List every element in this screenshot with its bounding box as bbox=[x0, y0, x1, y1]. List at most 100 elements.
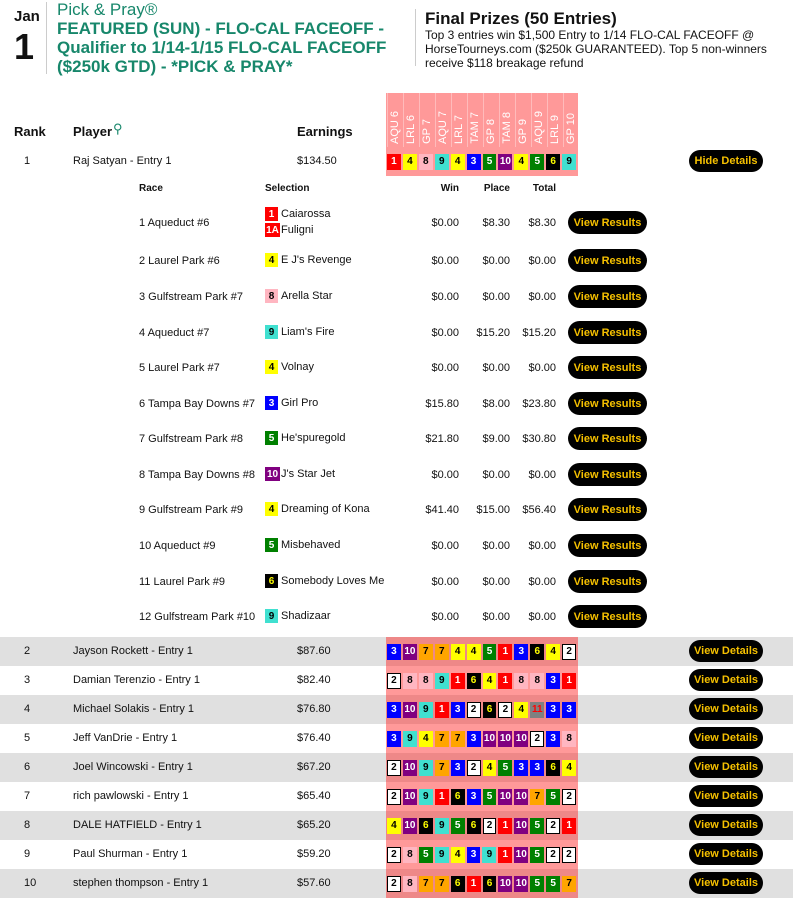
view-results-button[interactable]: View Results bbox=[568, 285, 647, 308]
saddle-cloth-2: 2 bbox=[387, 788, 401, 805]
saddle-cloth-5: 5 bbox=[482, 788, 497, 805]
date-month: Jan bbox=[14, 8, 40, 25]
view-details-button[interactable]: View Details bbox=[689, 785, 763, 807]
rank: 6 bbox=[24, 761, 31, 773]
place-amount: $15.00 bbox=[476, 504, 510, 516]
saddle-cloth-10: 10 bbox=[514, 875, 529, 892]
saddle-cloth-8: 8 bbox=[402, 672, 417, 689]
saddle-cloth-10: 10 bbox=[514, 817, 529, 834]
divider bbox=[415, 9, 416, 66]
hide-details-button[interactable]: Hide Details bbox=[689, 150, 763, 172]
view-results-button[interactable]: View Results bbox=[568, 605, 647, 628]
saddle-cloth-7: 7 bbox=[450, 730, 465, 747]
view-details-button[interactable]: View Details bbox=[689, 814, 763, 836]
player-name[interactable]: DALE HATFIELD - Entry 1 bbox=[73, 819, 202, 831]
saddle-cloth-8: 8 bbox=[402, 846, 417, 863]
picks-strip: 3 10 7 7 4 4 5 1 3 6 4 2 bbox=[386, 637, 578, 666]
saddle-cloth-6: 6 bbox=[450, 788, 465, 805]
win-header: Win bbox=[440, 183, 459, 194]
saddle-cloth-3: 3 bbox=[450, 759, 465, 776]
saddle-cloth-2: 2 bbox=[387, 846, 401, 863]
view-results-button[interactable]: View Results bbox=[568, 498, 647, 521]
contest-title: FEATURED (SUN) - FLO-CAL FACEOFF - Quali… bbox=[57, 19, 387, 76]
total-amount: $0.00 bbox=[528, 469, 556, 481]
player-name[interactable]: stephen thompson - Entry 1 bbox=[73, 877, 209, 889]
view-details-button[interactable]: View Details bbox=[689, 872, 763, 894]
saddle-cloth-4: 4 bbox=[450, 643, 465, 660]
saddle-cloth-7: 7 bbox=[434, 875, 449, 892]
saddle-cloth-1: 1 bbox=[562, 672, 577, 689]
saddle-cloth-10: 10 bbox=[514, 788, 529, 805]
view-results-button[interactable]: View Results bbox=[568, 321, 647, 344]
saddle-cloth-2: 2 bbox=[387, 672, 401, 689]
view-results-button[interactable]: View Results bbox=[568, 392, 647, 415]
saddle-cloth-9: 9 bbox=[418, 701, 433, 718]
earnings: $76.40 bbox=[297, 732, 331, 744]
player-name[interactable]: Jayson Rockett - Entry 1 bbox=[73, 645, 193, 657]
view-details-button[interactable]: View Details bbox=[689, 843, 763, 865]
view-details-button[interactable]: View Details bbox=[689, 698, 763, 720]
view-details-button[interactable]: View Details bbox=[689, 727, 763, 749]
saddle-cloth-2: 2 bbox=[466, 759, 481, 776]
rank: 2 bbox=[24, 645, 31, 657]
view-results-button[interactable]: View Results bbox=[568, 356, 647, 379]
saddle-cloth-5: 5 bbox=[265, 538, 278, 552]
detail-row: 10 Aqueduct #9 5 Misbehaved $0.00 $0.00 $0.00… bbox=[0, 531, 793, 565]
view-results-button[interactable]: View Results bbox=[568, 570, 647, 593]
view-details-button[interactable]: View Details bbox=[689, 669, 763, 691]
win-amount: $0.00 bbox=[431, 611, 459, 623]
earnings: $87.60 bbox=[297, 645, 331, 657]
saddle-cloth-7: 7 bbox=[434, 730, 449, 747]
horse-name: He'spuregold bbox=[281, 432, 346, 444]
rank: 5 bbox=[24, 732, 31, 744]
player-name[interactable]: Michael Solakis - Entry 1 bbox=[73, 703, 195, 715]
earnings-header: Earnings bbox=[297, 124, 353, 139]
saddle-cloth-4: 4 bbox=[265, 360, 278, 374]
earnings: $59.20 bbox=[297, 848, 331, 860]
track-label: GP 8 bbox=[485, 119, 497, 144]
saddle-cloth-4: 4 bbox=[514, 701, 529, 718]
place-amount: $0.00 bbox=[482, 576, 510, 588]
saddle-cloth-4: 4 bbox=[562, 759, 577, 776]
rank: 1 bbox=[24, 155, 31, 167]
win-amount: $0.00 bbox=[431, 362, 459, 374]
selection-header: Selection bbox=[265, 183, 310, 194]
player-name[interactable]: rich pawlowski - Entry 1 bbox=[73, 790, 189, 802]
view-results-button[interactable]: View Results bbox=[568, 249, 647, 272]
track-header: LRL 9 bbox=[547, 93, 564, 148]
saddle-cloth-6: 6 bbox=[466, 672, 481, 689]
picks-strip: 2 8 5 9 4 3 9 1 10 5 2 2 bbox=[386, 840, 578, 869]
race-name: 7 Gulfstream Park #8 bbox=[139, 433, 243, 445]
saddle-cloth-10: 10 bbox=[402, 788, 417, 805]
saddle-cloth-3: 3 bbox=[466, 788, 481, 805]
win-amount: $0.00 bbox=[431, 217, 459, 229]
detail-row: 3 Gulfstream Park #7 8 Arella Star $0.00 $0.… bbox=[0, 282, 793, 316]
player-name[interactable]: Jeff VanDrie - Entry 1 bbox=[73, 732, 178, 744]
view-details-button[interactable]: View Details bbox=[689, 640, 763, 662]
table-row: 4 Michael Solakis - Entry 1 $76.80 3 10 9 1 3 2 6… bbox=[0, 695, 793, 724]
saddle-cloth-5: 5 bbox=[498, 759, 513, 776]
saddle-cloth-1: 1 bbox=[498, 846, 513, 863]
player-name[interactable]: Joel Wincowski - Entry 1 bbox=[73, 761, 193, 773]
view-results-button[interactable]: View Results bbox=[568, 427, 647, 450]
view-results-button[interactable]: View Results bbox=[568, 534, 647, 557]
track-header: TAM 8 bbox=[499, 93, 516, 148]
view-results-button[interactable]: View Results bbox=[568, 463, 647, 486]
search-icon[interactable]: ⚲ bbox=[113, 121, 123, 136]
view-results-button[interactable]: View Results bbox=[568, 211, 647, 234]
race-name: 12 Gulfstream Park #10 bbox=[139, 611, 256, 623]
player-name[interactable]: Raj Satyan - Entry 1 bbox=[73, 155, 172, 167]
place-amount: $0.00 bbox=[482, 255, 510, 267]
saddle-cloth-3: 3 bbox=[466, 846, 481, 863]
saddle-cloth-2: 2 bbox=[546, 846, 560, 863]
saddle-cloth-10: 10 bbox=[498, 730, 513, 747]
saddle-cloth-10: 10 bbox=[402, 759, 417, 776]
track-headers: AQU 6 LRL 6 GP 7 AQU 7 LRL 7 TAM 7 GP 8 TAM 8 GP… bbox=[386, 93, 578, 148]
saddle-cloth-2: 2 bbox=[530, 730, 545, 747]
player-name[interactable]: Damian Terenzio - Entry 1 bbox=[73, 674, 200, 686]
saddle-cloth-5: 5 bbox=[546, 875, 561, 892]
view-details-button[interactable]: View Details bbox=[689, 756, 763, 778]
total-amount: $56.40 bbox=[522, 504, 556, 516]
player-name[interactable]: Paul Shurman - Entry 1 bbox=[73, 848, 188, 860]
track-label: TAM 7 bbox=[469, 112, 481, 144]
